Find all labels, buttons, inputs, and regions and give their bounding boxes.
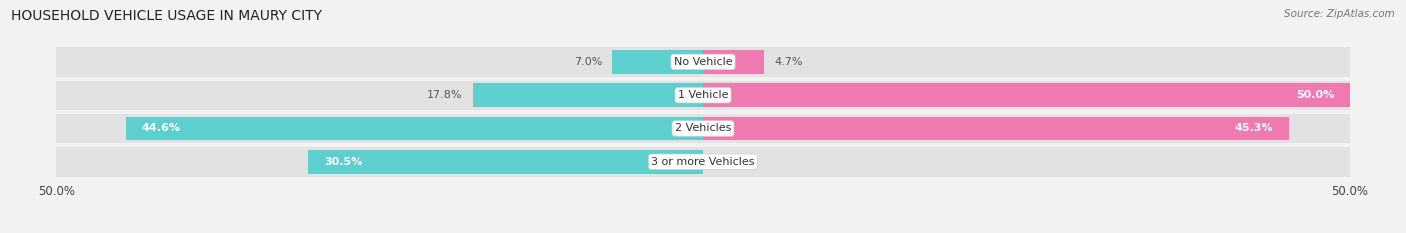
Bar bbox=[56, 113, 1350, 144]
Text: 45.3%: 45.3% bbox=[1234, 123, 1274, 134]
Bar bbox=[703, 50, 763, 74]
Bar bbox=[472, 83, 703, 107]
Bar bbox=[703, 116, 1289, 140]
Text: Source: ZipAtlas.com: Source: ZipAtlas.com bbox=[1284, 9, 1395, 19]
Text: 1 Vehicle: 1 Vehicle bbox=[678, 90, 728, 100]
Bar bbox=[613, 50, 703, 74]
Text: 44.6%: 44.6% bbox=[142, 123, 180, 134]
Bar bbox=[308, 150, 703, 174]
Text: HOUSEHOLD VEHICLE USAGE IN MAURY CITY: HOUSEHOLD VEHICLE USAGE IN MAURY CITY bbox=[11, 9, 322, 23]
Text: 2 Vehicles: 2 Vehicles bbox=[675, 123, 731, 134]
Text: 17.8%: 17.8% bbox=[427, 90, 463, 100]
Text: 4.7%: 4.7% bbox=[775, 57, 803, 67]
Text: 7.0%: 7.0% bbox=[574, 57, 602, 67]
Text: 3 or more Vehicles: 3 or more Vehicles bbox=[651, 157, 755, 167]
Text: 50.0%: 50.0% bbox=[1296, 90, 1334, 100]
Bar bbox=[56, 47, 1350, 77]
Bar bbox=[56, 147, 1350, 177]
Text: No Vehicle: No Vehicle bbox=[673, 57, 733, 67]
Bar bbox=[703, 83, 1350, 107]
Bar bbox=[56, 80, 1350, 110]
Text: 0.0%: 0.0% bbox=[713, 157, 741, 167]
Bar bbox=[127, 116, 703, 140]
Text: 30.5%: 30.5% bbox=[323, 157, 363, 167]
